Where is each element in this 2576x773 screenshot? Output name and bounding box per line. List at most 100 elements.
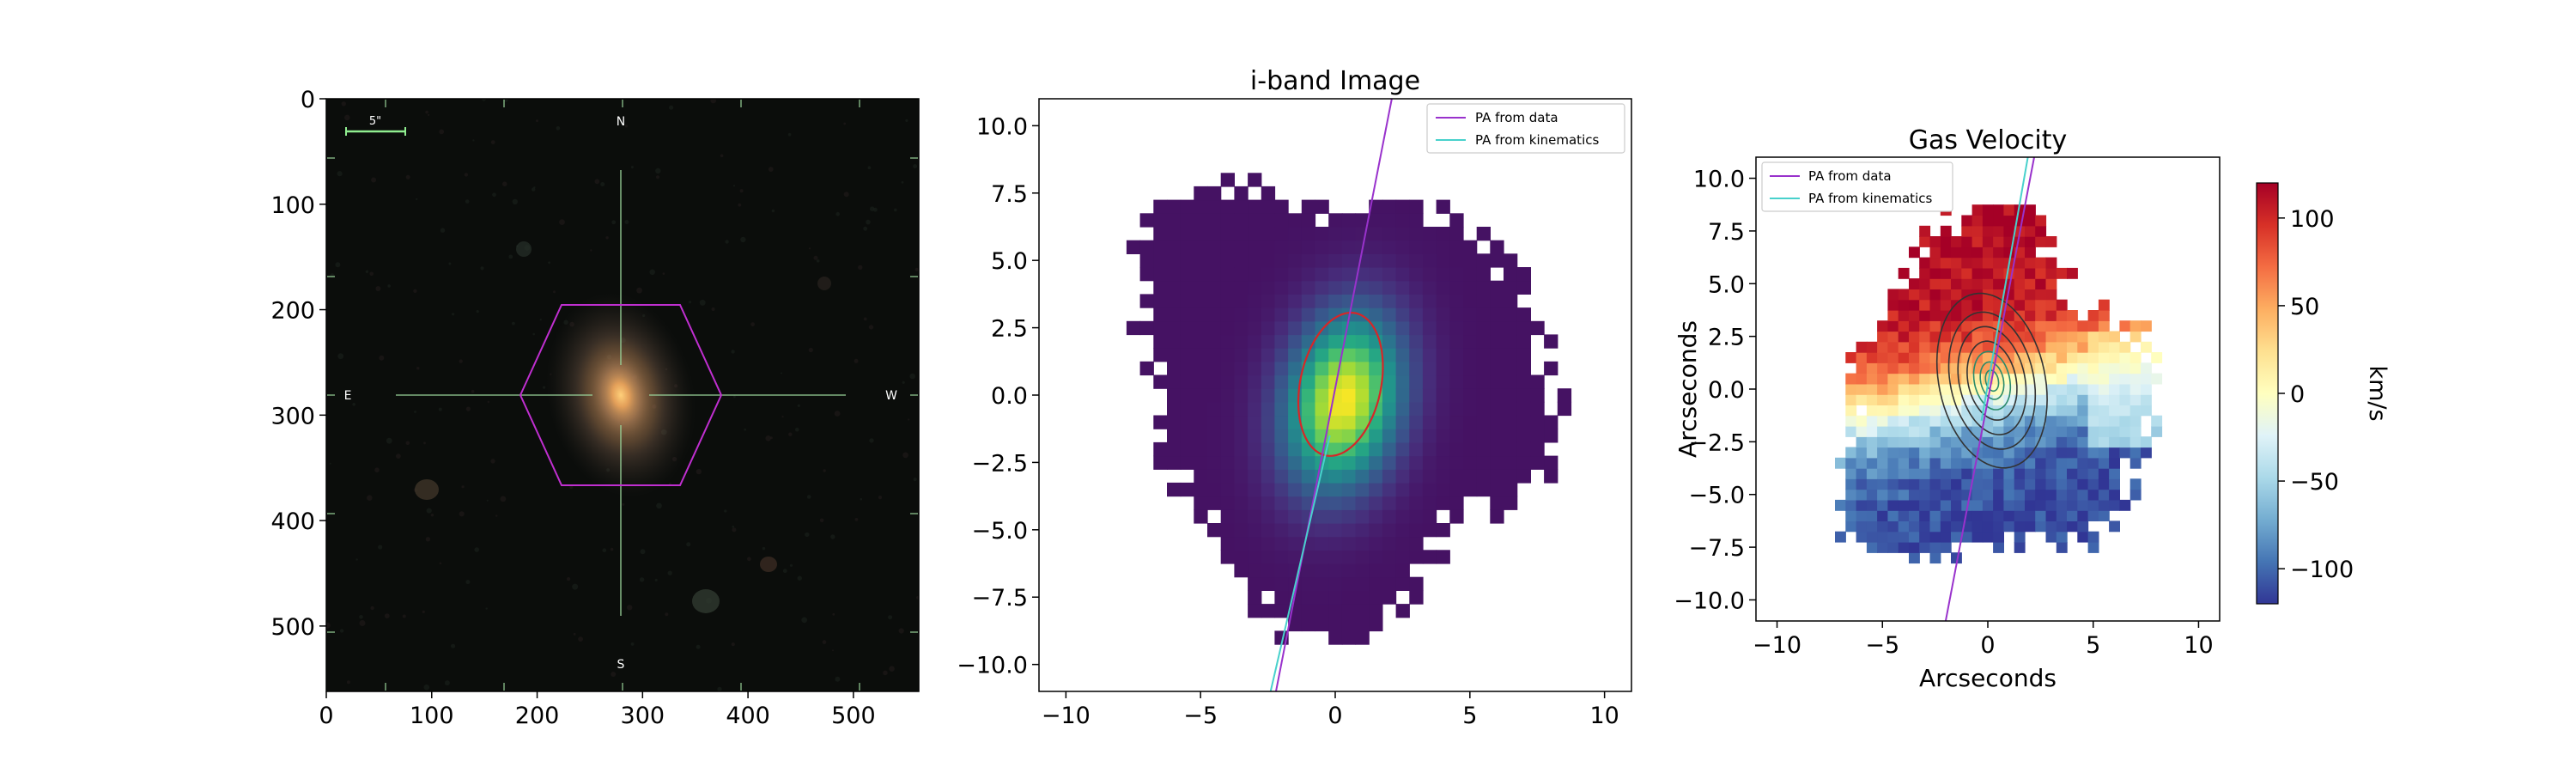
- iband-pixel: [1288, 441, 1303, 457]
- iband-pixel: [1167, 307, 1182, 322]
- iband-pixel: [1409, 536, 1424, 551]
- velocity-pixel: [1898, 426, 1910, 437]
- sky-noise-speck: [611, 220, 617, 225]
- velocity-pixel: [2109, 426, 2120, 437]
- iband-pixel: [1355, 361, 1370, 376]
- iband-pixel: [1220, 550, 1235, 564]
- iband-pixel: [1422, 294, 1437, 308]
- iband-pixel: [1355, 227, 1370, 241]
- velocity-pixel: [1835, 457, 1846, 469]
- sky-noise-speck: [341, 101, 346, 107]
- velocity-pixel: [1919, 267, 1931, 279]
- velocity-pixel: [2098, 447, 2110, 459]
- iband-pixel: [1248, 227, 1262, 241]
- velocity-pixel: [1898, 447, 1910, 459]
- iband-pixel: [1449, 240, 1464, 254]
- velocity-pixel: [2035, 257, 2047, 269]
- iband-pixel: [1139, 213, 1154, 228]
- iband-pixel: [1328, 563, 1343, 578]
- velocity-pixel: [1898, 320, 1910, 332]
- iband-pixel: [1476, 388, 1491, 403]
- iband-pixel: [1261, 441, 1276, 457]
- sky-noise-speck: [344, 114, 350, 121]
- velocity-pixel: [1982, 331, 1994, 343]
- iband-pixel: [1207, 186, 1222, 201]
- sky-noise-speck: [490, 140, 495, 145]
- iband-pixel: [1449, 294, 1464, 308]
- iband-pixel: [1153, 267, 1168, 282]
- iband-pixel: [1449, 455, 1464, 470]
- velocity-pixel: [1940, 531, 1952, 543]
- velocity-pixel: [2077, 447, 2089, 459]
- velocity-pixel: [2014, 426, 2026, 437]
- iband-pixel: [1207, 334, 1222, 349]
- velocity-pixel: [1929, 394, 1941, 405]
- iband-pixel: [1301, 429, 1316, 443]
- colorbar-tick-label: −50: [2290, 469, 2339, 496]
- velocity-pixel: [2067, 352, 2078, 363]
- iband-pixel: [1395, 374, 1410, 389]
- flux-contour: [1972, 350, 2012, 411]
- iband-pixel: [1220, 173, 1235, 187]
- velocity-pixel: [1993, 426, 2004, 437]
- velocity-pixel: [2025, 310, 2036, 321]
- iband-pixel: [1355, 563, 1370, 578]
- sky-noise-speck: [655, 167, 661, 174]
- iband-pixel: [1234, 523, 1249, 538]
- faint-source: [516, 241, 532, 257]
- velocity-pixel: [1898, 394, 1910, 405]
- velocity-pixel: [1951, 373, 1962, 385]
- iband-pixel: [1369, 469, 1383, 484]
- iband-pixel: [1382, 496, 1397, 510]
- iband-pixel: [1180, 441, 1194, 457]
- velocity-pixel: [1856, 510, 1868, 521]
- iband-pixel: [1504, 469, 1518, 484]
- iband-pixel: [1530, 388, 1545, 403]
- iband-pixel: [1288, 455, 1303, 470]
- velocity-pixel: [1971, 215, 1984, 227]
- velocity-pixel: [2087, 341, 2099, 353]
- iband-pixel: [1436, 227, 1450, 241]
- velocity-pixel: [2025, 447, 2036, 459]
- velocity-pixel: [1982, 267, 1994, 279]
- iband-pixel: [1167, 213, 1182, 228]
- velocity-pixel: [1961, 225, 1973, 237]
- velocity-pixel: [2025, 289, 2036, 301]
- velocity-pixel: [1898, 383, 1910, 395]
- iband-pixel: [1463, 415, 1478, 429]
- iband-pixel: [1449, 267, 1464, 282]
- iband-pixel: [1463, 469, 1478, 484]
- velocity-pixel: [2045, 383, 2057, 395]
- galaxy-core: [587, 347, 654, 443]
- velocity-pixel: [2035, 436, 2047, 448]
- velocity-pixel: [1887, 489, 1899, 501]
- velocity-pixel: [1919, 362, 1931, 374]
- iband-pixel: [1490, 334, 1504, 349]
- iband-pixel: [1422, 415, 1437, 429]
- velocity-pixel: [2119, 426, 2131, 437]
- iband-pixel: [1544, 334, 1558, 349]
- velocity-pixel: [2067, 436, 2078, 448]
- sky-noise-speck: [762, 546, 766, 551]
- iband-pixel: [1288, 536, 1303, 551]
- velocity-pixel: [2077, 457, 2089, 469]
- velocity-pixel: [1909, 394, 1920, 405]
- iband-pixel: [1476, 267, 1491, 282]
- iband-pixel: [1180, 455, 1194, 470]
- iband-pixel: [1301, 604, 1316, 618]
- iband-pixel: [1301, 348, 1316, 362]
- velocity-pixel: [1929, 310, 1941, 321]
- sky-noise-speck: [863, 226, 868, 231]
- velocity-pixel: [1887, 405, 1899, 417]
- sky-noise-speck: [371, 177, 377, 183]
- velocity-pixel: [2098, 310, 2110, 321]
- y-tick-label: 7.5: [991, 181, 1028, 208]
- velocity-pixel: [1929, 552, 1941, 564]
- iband-pixel: [1234, 509, 1249, 524]
- velocity-pixel: [2098, 510, 2110, 521]
- iband-pixel: [1248, 523, 1262, 538]
- sky-noise-speck: [536, 119, 538, 123]
- sky-noise-speck: [508, 254, 513, 259]
- velocity-pixel: [1866, 426, 1878, 437]
